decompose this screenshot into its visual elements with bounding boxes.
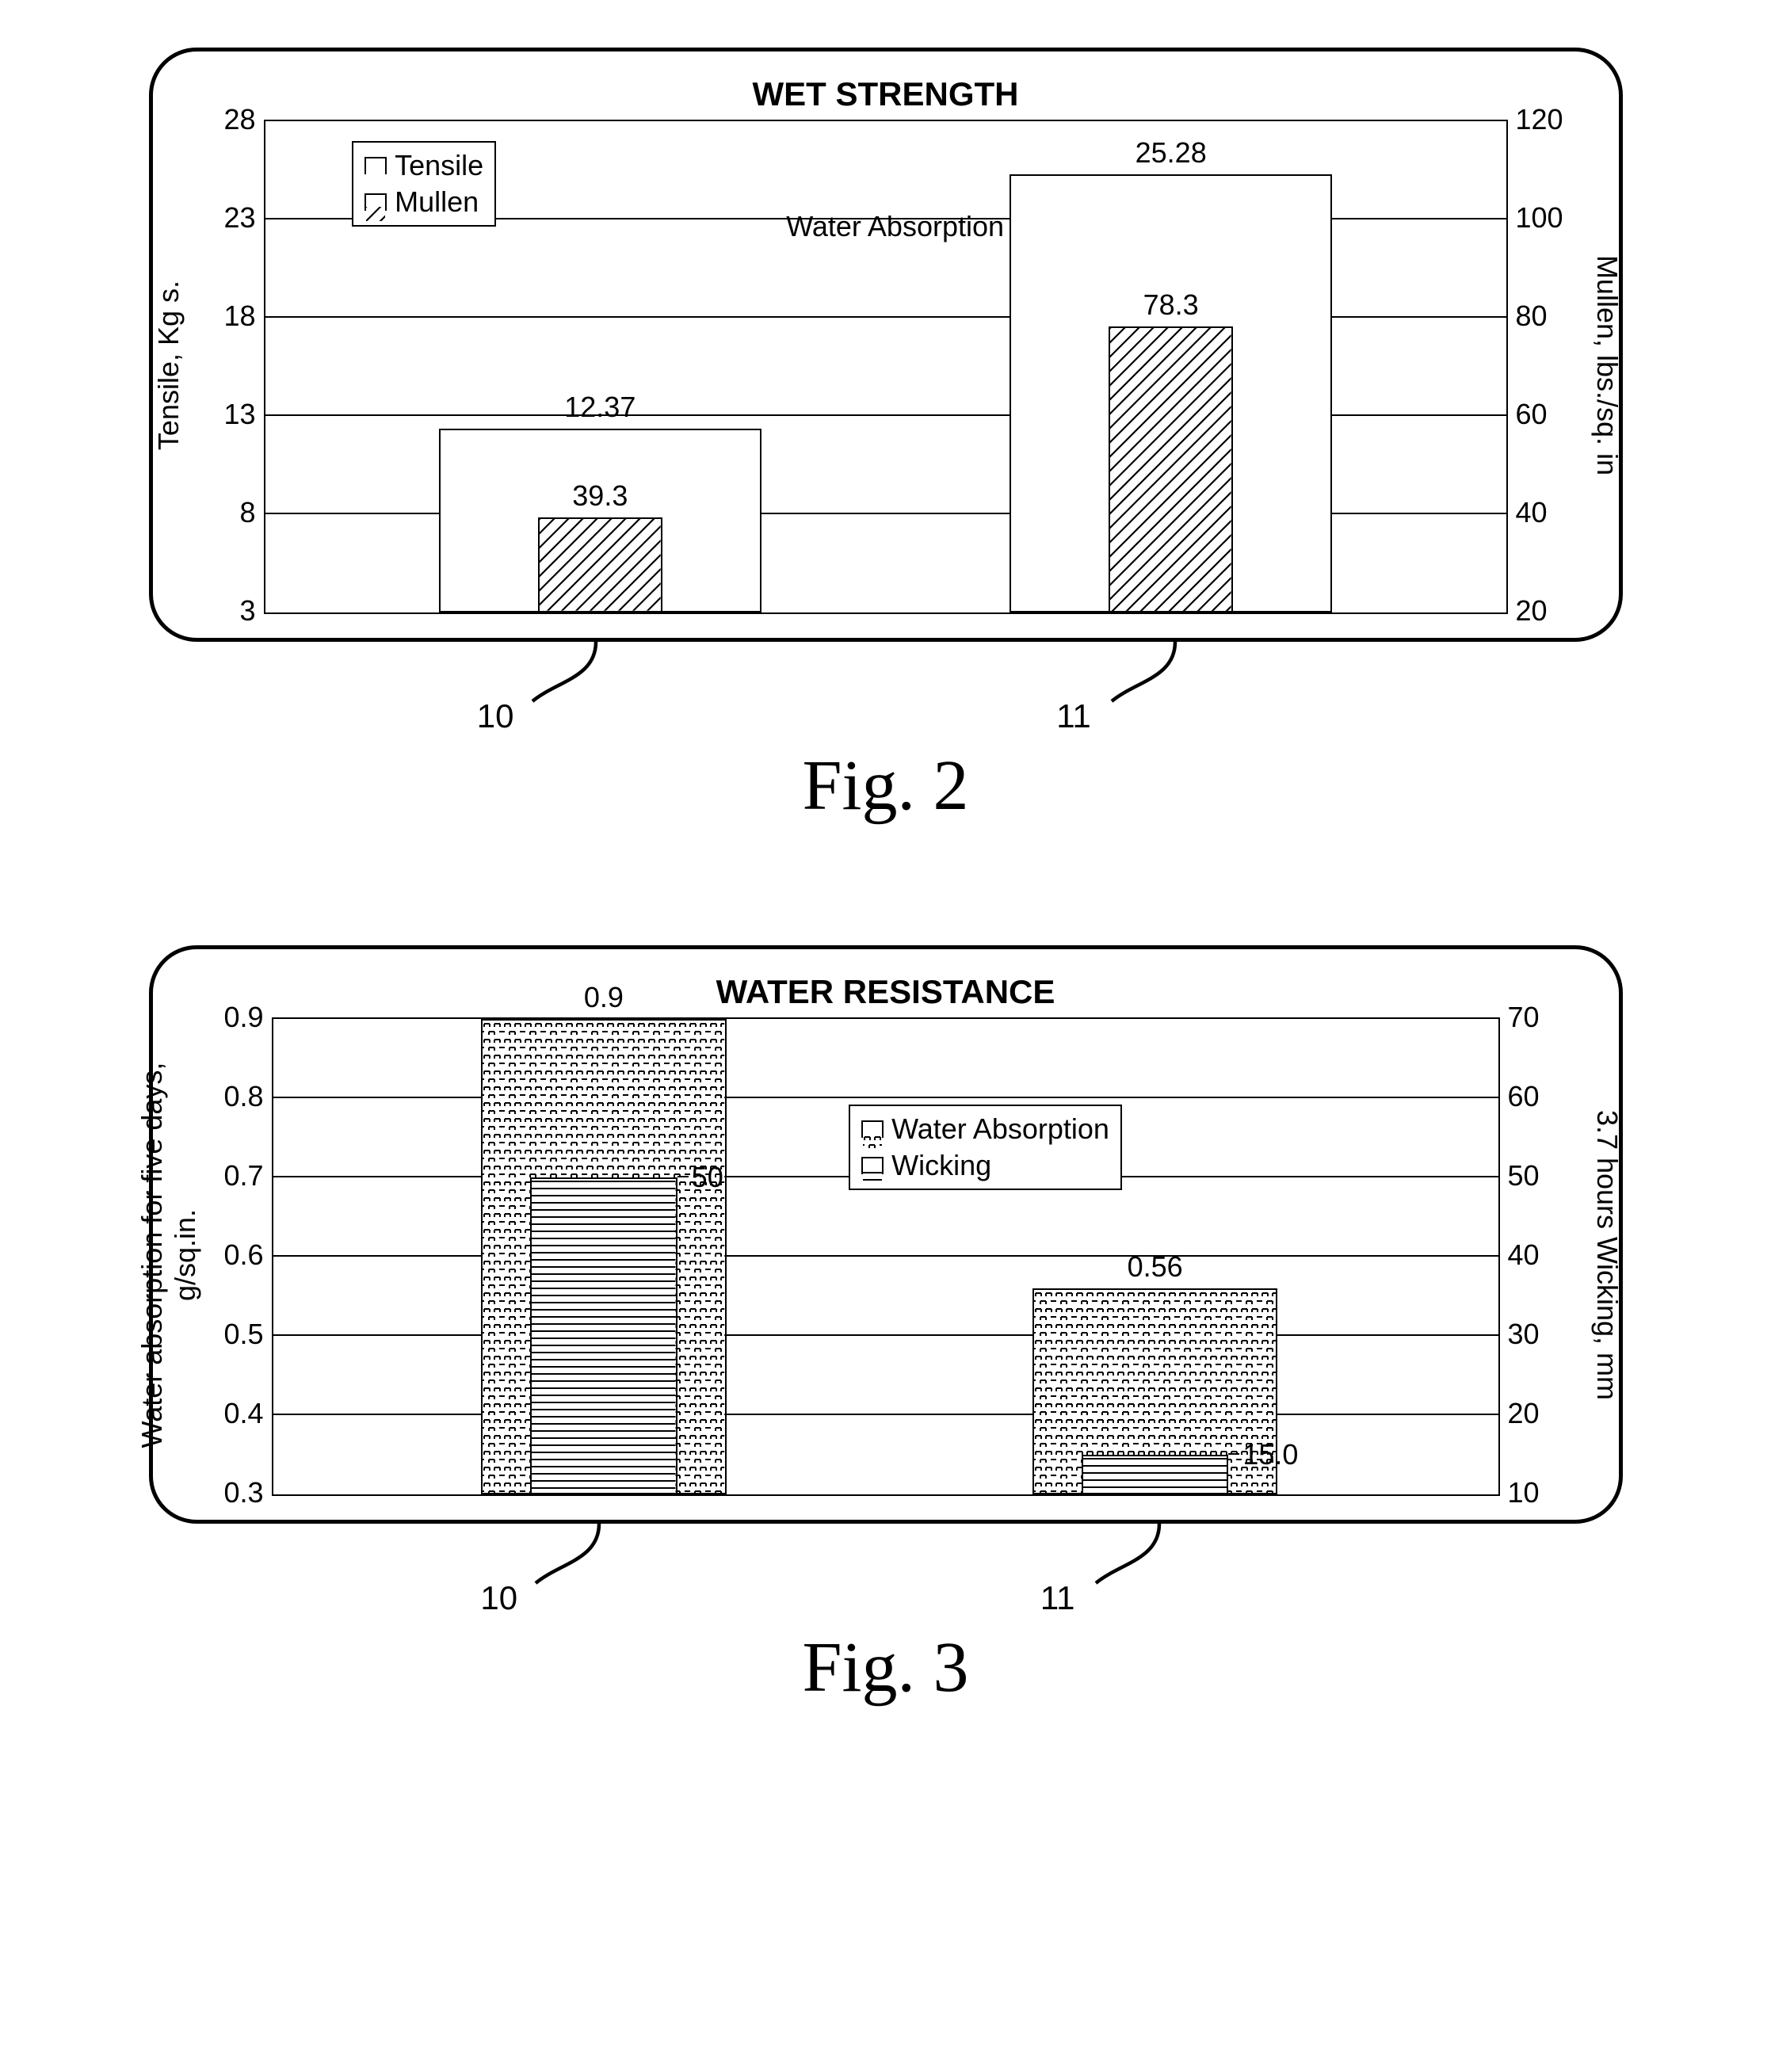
y-axis-left: 3813182328Tensile, Kg s. [193, 120, 264, 611]
annotation-text: Water Absorption [786, 210, 1004, 243]
legend-label: Wicking [891, 1149, 991, 1182]
y-tick-right: 80 [1516, 300, 1548, 333]
y-tick-right: 120 [1516, 103, 1563, 136]
legend-swatch [861, 1157, 884, 1174]
legend-label: Mullen [395, 185, 479, 219]
y-tick-right: 40 [1508, 1238, 1540, 1272]
legend: Water AbsorptionWicking [849, 1105, 1122, 1190]
bar-label-tick [1228, 1453, 1239, 1455]
y-tick-right: 70 [1508, 1001, 1540, 1034]
grid-line [273, 1414, 1498, 1415]
y-tick-left: 0.9 [223, 1001, 263, 1034]
grid-line [273, 1255, 1498, 1257]
reference-number: 11 [1040, 1579, 1075, 1617]
reference-number: 10 [477, 697, 514, 735]
leader-line [1064, 1524, 1223, 1627]
bar-value-label: 15.0 [1242, 1438, 1298, 1471]
leader-line [1080, 642, 1239, 745]
grid-line [273, 1334, 1498, 1336]
reference-number: 11 [1056, 697, 1091, 735]
y-axis-left: 0.30.40.50.60.70.80.9Water absorption fo… [193, 1017, 272, 1493]
y-tick-left: 23 [223, 201, 255, 235]
y-tick-right: 50 [1508, 1159, 1540, 1192]
bar [1109, 326, 1233, 612]
legend-row: Mullen [365, 184, 483, 220]
chart-frame: WET STRENGTH 3 8 13 18 23 28 Tensile, Kg s. 12.3… [149, 48, 1623, 642]
y-tick-right: 20 [1516, 594, 1548, 628]
bar-label-tick [677, 1176, 689, 1177]
y-axis-label-right: 3.7 hours Wicking, mm [1590, 1057, 1624, 1453]
y-axis-right: 102030405060703.7 hours Wicking, mm [1500, 1017, 1579, 1493]
y-tick-left: 0.6 [223, 1238, 263, 1272]
y-tick-left: 8 [239, 496, 255, 529]
y-tick-right: 100 [1516, 201, 1563, 235]
legend-swatch [365, 157, 387, 174]
y-axis-label-right: Mullen, lbs./sq. in [1590, 167, 1624, 563]
bar [538, 517, 662, 612]
figure-label: Fig. 3 [48, 1627, 1723, 1708]
bar [1082, 1455, 1229, 1494]
legend-row: Tensile [365, 147, 483, 184]
y-tick-left: 0.8 [223, 1080, 263, 1113]
y-axis-right: 20406080100120Mullen, lbs./sq. in [1508, 120, 1579, 611]
y-tick-left: 18 [223, 300, 255, 333]
bar-value-label: 25.28 [1136, 136, 1207, 170]
bar-value-label: 0.56 [1128, 1250, 1183, 1284]
y-tick-right: 40 [1516, 496, 1548, 529]
legend-row: Wicking [861, 1147, 1109, 1184]
chart-frame: WATER RESISTANCE 0.3 0.4 0.5 0.6 0.7 0.8 0.9 Wat… [149, 945, 1623, 1524]
bar-value-label: 78.3 [1143, 288, 1199, 322]
y-tick-left: 0.3 [223, 1476, 263, 1509]
figure-label: Fig. 2 [48, 745, 1723, 826]
y-tick-left: 13 [223, 398, 255, 431]
figure: WET STRENGTH 3 8 13 18 23 28 Tensile, Kg s. 12.3… [48, 48, 1723, 826]
legend-label: Tensile [395, 149, 483, 182]
plot-area: 12.37 39.3 25.28 78.3 TensileMullen Water Abs… [264, 120, 1508, 614]
chart-title: WET STRENGTH [193, 75, 1579, 113]
legend-swatch [861, 1120, 884, 1138]
y-tick-right: 30 [1508, 1318, 1540, 1351]
leader-line [504, 1524, 662, 1627]
bar-value-label: 50 [692, 1161, 723, 1194]
plot-wrap: 0.30.40.50.60.70.80.9Water absorption fo… [193, 1017, 1579, 1496]
bar-value-label: 12.37 [564, 391, 635, 424]
y-axis-label-left: Water absorption for five days,g/sq.in. [135, 1057, 202, 1453]
y-tick-right: 60 [1516, 398, 1548, 431]
plot-area: 0.9500.5615.0Water AbsorptionWicking [272, 1017, 1500, 1496]
reference-number: 10 [480, 1579, 517, 1617]
legend-row: Water Absorption [861, 1111, 1109, 1147]
y-tick-left: 28 [223, 103, 255, 136]
y-tick-left: 0.4 [223, 1397, 263, 1430]
bar [530, 1177, 677, 1494]
y-tick-right: 20 [1508, 1397, 1540, 1430]
reference-leaders: 10 11 [149, 642, 1623, 737]
chart-title: WATER RESISTANCE [193, 973, 1579, 1011]
y-tick-left: 3 [239, 594, 255, 628]
plot-wrap: 3813182328Tensile, Kg s.12.3739.325.2878… [193, 120, 1579, 614]
legend-label: Water Absorption [891, 1112, 1109, 1146]
y-axis-label-left: Tensile, Kg s. [152, 167, 185, 563]
y-tick-left: 0.7 [223, 1159, 263, 1192]
y-tick-right: 60 [1508, 1080, 1540, 1113]
leader-line [501, 642, 659, 745]
y-tick-right: 10 [1508, 1476, 1540, 1509]
figure: WATER RESISTANCE 0.3 0.4 0.5 0.6 0.7 0.8 0.9 Wat… [48, 945, 1723, 1708]
bar-value-label: 39.3 [572, 479, 628, 513]
reference-leaders: 10 11 [149, 1524, 1623, 1619]
legend-swatch [365, 193, 387, 211]
y-tick-left: 0.5 [223, 1318, 263, 1351]
legend: TensileMullen [352, 141, 496, 227]
grid-line [273, 1097, 1498, 1098]
bar-value-label: 0.9 [584, 981, 624, 1014]
